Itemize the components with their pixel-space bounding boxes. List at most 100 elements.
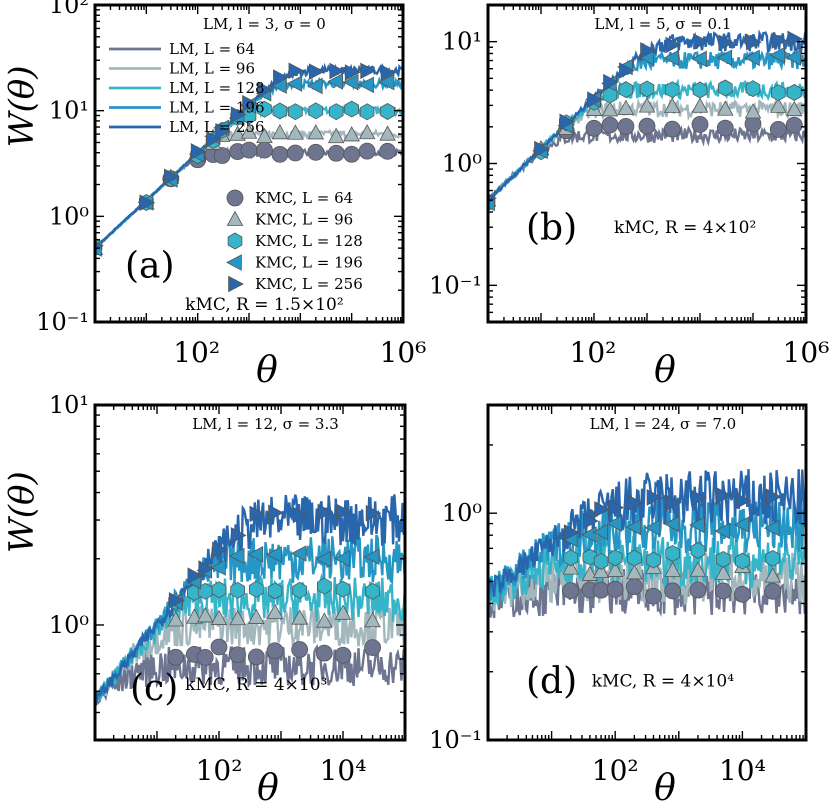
kmc-marker-3	[267, 582, 283, 600]
kmc-marker-3	[646, 551, 661, 569]
kmc-marker-5	[268, 504, 284, 522]
kmc-marker-2	[717, 100, 734, 116]
kmc-marker-2	[379, 125, 396, 141]
kmc-marker-2	[291, 609, 308, 625]
lm-series-line-1	[488, 124, 806, 203]
kmc-marker-4	[689, 516, 705, 534]
top-annotation: LM, l = 5, σ = 0.1	[594, 15, 731, 33]
kmc-marker-1	[315, 644, 333, 662]
kmc-marker-5	[534, 140, 550, 158]
kmc-marker-1	[714, 582, 732, 600]
x-axis-label: θ	[654, 768, 676, 802]
kmc-marker-5	[771, 32, 788, 49]
kmc-marker-2	[689, 561, 707, 577]
kmc-marker-4	[691, 50, 707, 68]
kmc-marker-4	[228, 547, 245, 565]
kmc-marker-2	[764, 567, 782, 583]
kmc-marker-1	[213, 147, 231, 164]
kmc-marker-4	[744, 49, 760, 67]
kmc-marker-1	[247, 648, 265, 666]
kmc-marker-1	[364, 639, 381, 656]
kmc-marker-5	[360, 62, 376, 80]
kmc-marker-2	[601, 101, 619, 117]
kmc-marker-5	[317, 503, 334, 521]
kmc-marker-2	[186, 608, 203, 624]
y-tick-label: 10²	[49, 0, 89, 19]
plot-area	[488, 469, 806, 619]
kmc-marker-4	[763, 519, 780, 537]
kmc-marker-2	[606, 561, 624, 577]
kmc-marker-4	[663, 49, 680, 67]
kmc-marker-4	[290, 545, 307, 562]
x-tick-label: 10⁶	[783, 336, 830, 369]
kmc-marker-2	[626, 564, 643, 580]
kmc-marker-3	[344, 100, 359, 118]
kmc-marker-3	[602, 86, 618, 104]
y-tick-label: 10⁰	[442, 150, 482, 178]
kmc-marker-3	[359, 103, 375, 121]
panel-label: (d)	[526, 661, 577, 702]
legend-line-label: LM, L = 196	[169, 99, 265, 117]
lm-series-line-3	[488, 533, 806, 607]
kmc-marker-5	[563, 524, 580, 541]
kmc-marker-4	[210, 559, 226, 576]
y-axis-label: W(θ)	[2, 471, 42, 553]
lm-series-line-5	[95, 494, 405, 706]
kmc-marker-3	[665, 81, 680, 99]
legend-marker-swatch	[226, 189, 244, 207]
kmc-marker-1	[271, 145, 289, 163]
top-annotation: LM, l = 12, σ = 3.3	[192, 415, 339, 433]
legend-line-label: LM, L = 128	[169, 79, 265, 97]
kmc-marker-4	[592, 523, 608, 541]
kmc-marker-4	[266, 546, 282, 563]
kmc-marker-5	[344, 64, 361, 81]
kmc-marker-2	[327, 127, 345, 144]
y-axis-label: W(θ)	[2, 65, 42, 147]
kmc-marker-2	[664, 97, 681, 113]
kmc-marker-5	[198, 560, 215, 577]
legend-marker-label: KMC, L = 256	[255, 275, 363, 293]
kmc-marker-2	[229, 125, 246, 141]
top-annotation: LM, l = 24, σ = 7.0	[590, 415, 737, 433]
kmc-marker-1	[358, 142, 376, 160]
y-tick-label: 10⁻¹	[36, 308, 89, 336]
kmc-marker-3	[690, 542, 706, 559]
panel-label: (c)	[130, 668, 178, 709]
kmc-marker-4	[733, 516, 750, 533]
legend-line-label: LM, L = 64	[169, 40, 255, 58]
kmc-marker-2	[638, 97, 656, 113]
kmc-marker-1	[266, 642, 284, 660]
kmc-marker-4	[714, 522, 731, 540]
panel-label: (a)	[125, 246, 175, 287]
kmc-marker-1	[734, 585, 751, 603]
x-axis-label: θ	[256, 350, 278, 391]
kmc-marker-1	[256, 141, 273, 159]
panel-d: 10⁻¹ 10⁰ 10² 10⁴ θ LM, l = 24, σ = 7.0 kMC, R …	[429, 403, 808, 802]
kmc-marker-4	[581, 526, 597, 543]
lm-series-line-3	[95, 572, 405, 701]
kmc-marker-2	[770, 97, 787, 113]
kmc-marker-1	[334, 646, 352, 664]
kmc-marker-5	[735, 492, 752, 510]
lm-series-line-5	[488, 469, 806, 598]
kmc-marker-2	[287, 124, 304, 140]
kmc-marker-2	[358, 123, 376, 140]
kmc-marker-1	[625, 578, 643, 596]
kmc-marker-5	[608, 499, 625, 516]
kmc-marker-1	[617, 117, 635, 135]
x-tick-label: 10⁴	[719, 754, 766, 787]
x-tick-label: 10⁴	[320, 754, 367, 787]
kmc-marker-2	[592, 562, 610, 579]
panel-b: 10⁻¹ 10⁰ 10¹ 10² 10⁶ θ LM, l = 5, σ = 0.1 kMC, …	[429, 3, 830, 391]
bottom-annotation: kMC, R = 1.5×10²	[185, 295, 344, 315]
kmc-marker-2	[307, 124, 325, 140]
kmc-marker-2	[617, 99, 635, 115]
kmc-marker-5	[212, 541, 228, 558]
kmc-marker-1	[196, 648, 214, 666]
lm-series-line-1	[95, 643, 405, 705]
kmc-marker-3	[692, 81, 708, 99]
kmc-marker-5	[257, 81, 274, 99]
kmc-marker-1	[240, 141, 258, 159]
kmc-marker-3	[715, 550, 731, 568]
kmc-marker-1	[785, 116, 803, 134]
